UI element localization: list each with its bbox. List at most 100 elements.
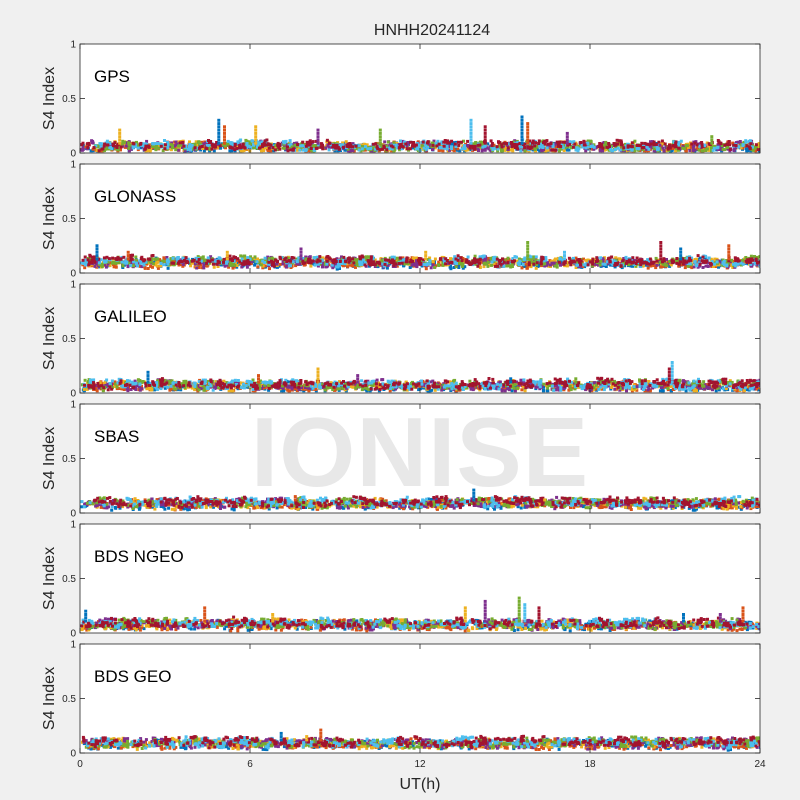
data-point xyxy=(160,259,164,263)
data-point xyxy=(490,258,494,262)
data-point xyxy=(303,259,307,263)
data-point xyxy=(205,147,209,151)
data-point xyxy=(559,145,563,148)
data-point xyxy=(622,148,626,152)
data-point xyxy=(295,260,299,264)
spike-point xyxy=(118,131,122,135)
data-point xyxy=(492,257,496,261)
data-point xyxy=(502,264,506,268)
data-point xyxy=(227,265,231,269)
data-point xyxy=(539,148,543,152)
spike-point xyxy=(565,135,569,139)
data-point xyxy=(576,263,580,267)
data-point xyxy=(683,266,687,270)
data-point xyxy=(200,140,204,144)
data-point xyxy=(603,262,607,266)
data-point xyxy=(233,142,237,146)
data-point xyxy=(291,260,295,264)
data-point xyxy=(493,146,497,150)
data-point xyxy=(558,140,562,144)
data-point xyxy=(688,265,692,269)
data-point xyxy=(483,259,487,263)
data-point xyxy=(163,139,166,142)
data-point xyxy=(455,262,458,265)
data-point xyxy=(553,264,557,268)
data-point xyxy=(321,143,324,147)
data-point xyxy=(253,263,257,267)
data-point xyxy=(99,263,103,267)
data-point xyxy=(704,264,708,268)
data-point xyxy=(129,147,133,151)
data-point xyxy=(195,146,199,150)
data-point xyxy=(423,148,427,152)
data-point xyxy=(761,264,764,267)
data-point xyxy=(706,265,710,268)
data-point xyxy=(298,148,302,152)
data-point xyxy=(119,145,123,149)
data-point xyxy=(748,139,752,143)
data-point xyxy=(146,144,150,148)
data-point xyxy=(483,143,487,147)
data-point xyxy=(468,148,472,152)
data-point xyxy=(575,146,579,150)
data-point xyxy=(554,142,558,146)
data-point xyxy=(688,148,692,152)
data-point xyxy=(202,149,206,153)
data-point xyxy=(515,255,518,259)
data-point xyxy=(269,143,273,147)
data-point xyxy=(324,257,328,261)
data-point xyxy=(762,149,765,152)
data-point xyxy=(80,148,84,152)
data-point xyxy=(159,144,163,148)
spike-point xyxy=(520,135,524,139)
data-point xyxy=(344,140,348,144)
data-point xyxy=(149,147,153,151)
data-point xyxy=(721,147,725,151)
data-point xyxy=(408,147,412,151)
data-point xyxy=(431,148,434,152)
data-point xyxy=(390,255,394,259)
data-point xyxy=(690,148,694,152)
data-point xyxy=(739,143,743,147)
spike-point xyxy=(223,128,226,132)
data-point xyxy=(698,256,702,260)
data-point xyxy=(486,264,490,268)
data-point xyxy=(82,262,86,265)
data-point xyxy=(245,265,249,269)
data-point xyxy=(176,256,180,259)
data-point xyxy=(199,142,203,146)
data-point xyxy=(507,142,511,146)
data-point xyxy=(198,145,202,149)
data-point xyxy=(693,260,697,264)
data-point xyxy=(462,139,465,143)
data-point xyxy=(613,147,617,151)
data-point xyxy=(165,146,169,150)
data-point xyxy=(335,267,339,271)
data-point xyxy=(566,145,570,149)
data-point xyxy=(554,145,558,149)
spike-point xyxy=(483,131,487,135)
data-point xyxy=(326,143,330,147)
data-point xyxy=(453,142,457,146)
data-point xyxy=(756,148,760,152)
data-point xyxy=(347,145,351,149)
data-point xyxy=(256,265,260,269)
data-point xyxy=(175,142,179,146)
data-point xyxy=(477,149,480,152)
data-point xyxy=(492,143,496,147)
data-point xyxy=(437,264,441,267)
data-point xyxy=(196,255,200,259)
data-point xyxy=(441,261,445,265)
y-axis-label: S4 Index xyxy=(41,67,58,130)
data-point xyxy=(557,142,561,146)
data-point xyxy=(295,148,299,152)
data-point xyxy=(630,145,634,149)
data-point xyxy=(646,266,650,270)
data-point xyxy=(105,139,109,143)
data-point xyxy=(566,148,569,152)
data-point xyxy=(598,263,602,267)
data-point xyxy=(443,260,446,264)
data-point xyxy=(677,146,681,150)
data-point xyxy=(240,260,244,264)
data-point xyxy=(601,257,605,261)
